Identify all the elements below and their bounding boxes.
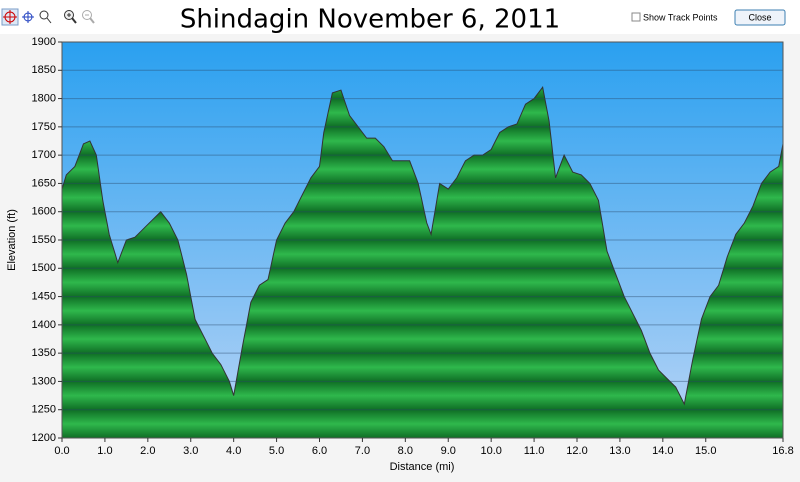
y-tick-label: 1850: [32, 64, 56, 76]
zoom-in-tool[interactable]: [64, 10, 77, 24]
zoom-out-tool[interactable]: [82, 10, 95, 24]
checkbox[interactable]: [631, 12, 641, 22]
x-axis-label: Distance (mi): [390, 461, 455, 473]
x-tick-label: 14.0: [652, 445, 673, 457]
y-tick-label: 1650: [32, 177, 56, 189]
chart-title: Shindagin November 6, 2011: [180, 5, 560, 35]
x-tick-label: 7.0: [355, 445, 370, 457]
x-tick-label: 11.0: [524, 445, 545, 457]
x-tick-label: 6.0: [312, 445, 327, 457]
y-tick-label: 1450: [32, 290, 56, 302]
y-tick-label: 1550: [32, 234, 56, 246]
y-tick-label: 1250: [32, 404, 56, 416]
y-tick-label: 1350: [32, 347, 56, 359]
elevation-line: [61, 86, 784, 406]
y-tick-label: 1750: [32, 121, 56, 133]
x-tick-label: 8.0: [398, 445, 413, 457]
close-button[interactable]: [734, 9, 786, 26]
x-tick-label: 9.0: [441, 445, 456, 457]
y-tick-label: 1600: [32, 206, 56, 218]
x-tick-label: 1.0: [97, 445, 112, 457]
y-tick-label: 1200: [32, 432, 56, 444]
y-tick-label: 1500: [32, 262, 56, 274]
x-tick-label: 2.0: [140, 445, 155, 457]
x-tick-label: 4.0: [226, 445, 241, 457]
y-tick-label: 1800: [32, 92, 56, 104]
x-tick-label: 0.0: [54, 445, 69, 457]
pan-tool[interactable]: [1, 8, 19, 26]
y-tick-label: 1400: [32, 319, 56, 331]
x-tick-label: 13.0: [609, 445, 630, 457]
x-tick-label: 5.0: [269, 445, 284, 457]
x-tick-label: 3.0: [183, 445, 198, 457]
toolbar: [0, 0, 800, 34]
center-tool[interactable]: [22, 11, 34, 23]
y-tick-label: 1300: [32, 375, 56, 387]
x-tick-label: 10.0: [480, 445, 501, 457]
x-tick-label: 16.8: [772, 445, 793, 457]
close-button-label[interactable]: Close: [748, 12, 771, 22]
zoom-box-tool[interactable]: [39, 10, 52, 24]
checkbox-label[interactable]: Show Track Points: [643, 12, 718, 22]
y-axis-label: Elevation (ft): [6, 209, 18, 271]
y-tick-label: 1900: [32, 36, 56, 48]
y-tick-label: 1700: [32, 149, 56, 161]
x-tick-label: 15.0: [695, 445, 716, 457]
x-tick-label: 12.0: [566, 445, 587, 457]
